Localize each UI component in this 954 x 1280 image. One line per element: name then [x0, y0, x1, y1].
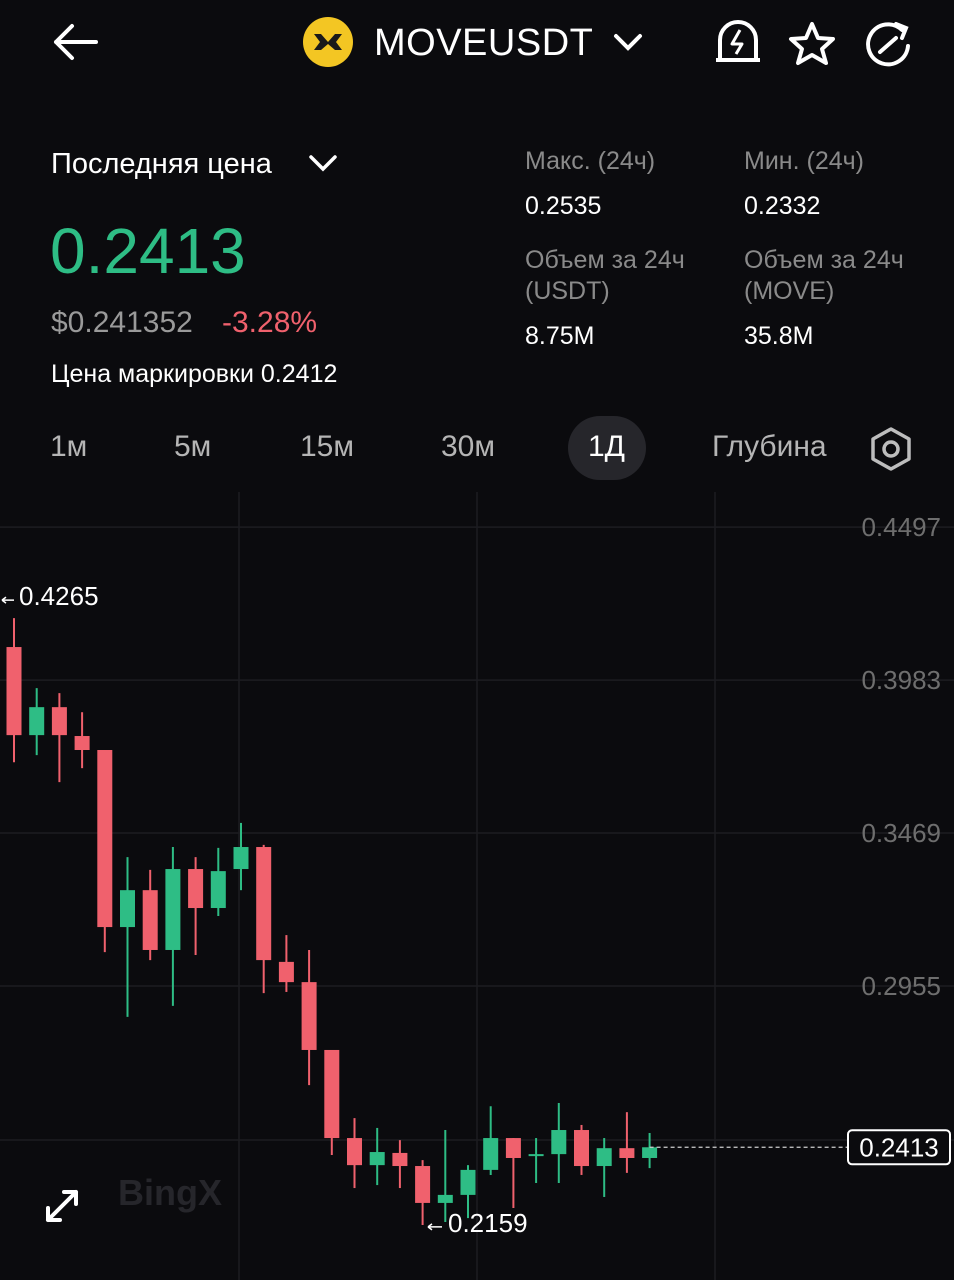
interval-tab[interactable]: 1Д	[588, 430, 626, 463]
candle-body	[233, 847, 249, 870]
max-arrow	[1, 596, 14, 604]
stat-label: Макс. (24ч)	[525, 147, 656, 175]
interval-tab[interactable]: Глубина	[712, 430, 827, 463]
watermark: BingX	[118, 1172, 222, 1213]
candle-body	[6, 647, 22, 736]
min-arrow	[427, 1223, 442, 1231]
candle-body	[29, 707, 45, 736]
stat-label: Объем за 24ч (MOVE)	[744, 246, 904, 305]
candle-body	[528, 1154, 544, 1157]
current-price-label: 0.2413	[859, 1132, 939, 1162]
candle-body	[437, 1194, 453, 1203]
mark-price-value: 0.2412	[260, 360, 338, 388]
last-price-label[interactable]: Последняя цена	[51, 148, 272, 180]
price-change: -3.28%	[222, 306, 318, 339]
candle-body	[74, 736, 90, 751]
stat-value: 0.2332	[744, 192, 821, 220]
max-price-label: 0.4265	[19, 581, 99, 611]
candle-body	[392, 1152, 408, 1167]
candle-body	[483, 1138, 499, 1170]
candle-body	[369, 1152, 385, 1166]
candle-body	[256, 847, 272, 961]
y-tick-label: 0.2955	[861, 971, 941, 1001]
candle-body	[347, 1138, 362, 1166]
fullscreen-button[interactable]	[46, 1190, 78, 1222]
candle-body	[551, 1130, 567, 1155]
candle-body	[165, 869, 181, 950]
chart-settings[interactable]	[868, 426, 914, 472]
coin-logo	[303, 17, 353, 67]
mark-price: Цена маркировки 0.2412	[51, 360, 337, 389]
back-button[interactable]	[54, 24, 98, 60]
candle-body	[574, 1130, 589, 1167]
y-tick-label: 0.3983	[861, 665, 941, 695]
candle-body	[619, 1148, 635, 1158]
min-price-label: 0.2159	[448, 1208, 528, 1238]
stat-value: 0.2535	[525, 192, 602, 220]
symbol-title[interactable]: MOVEUSDT	[374, 22, 594, 64]
stat-value: 8.75M	[525, 322, 595, 350]
y-tick-label: 0.3469	[861, 818, 941, 848]
candle-body	[97, 750, 113, 928]
alert-button[interactable]	[716, 20, 760, 62]
candle-body	[324, 1049, 340, 1139]
favorite-button[interactable]	[789, 22, 835, 65]
candle-body	[460, 1169, 476, 1195]
candle-body	[415, 1166, 431, 1203]
current-price-box	[847, 1129, 951, 1166]
usd-price: $0.241352	[51, 306, 193, 339]
candle-body	[210, 871, 226, 909]
interval-tab[interactable]: 5м	[174, 430, 212, 463]
share-button[interactable]	[866, 22, 910, 67]
last-price: 0.2413	[50, 215, 246, 287]
candle-body	[301, 982, 317, 1050]
candle-body	[596, 1148, 612, 1167]
candlestick-chart: BingX 0.4497 0.3983 0.3469 0.2955 0.2413 0.42…	[0, 492, 954, 1280]
stat-label: Объем за 24ч (USDT)	[525, 246, 685, 305]
active-tab-bg	[568, 416, 646, 480]
candle-body	[188, 869, 204, 909]
interval-tab[interactable]: 1м	[50, 430, 88, 463]
symbol-dropdown[interactable]	[614, 34, 642, 51]
mark-price-label: Цена маркировки	[51, 360, 254, 388]
price-type-dropdown[interactable]	[308, 152, 338, 174]
stat-value: 35.8M	[744, 322, 814, 350]
candle-body	[642, 1147, 658, 1158]
candle-body	[278, 961, 294, 983]
interval-tab[interactable]: 30м	[441, 430, 495, 463]
y-tick-label: 0.4497	[861, 512, 941, 542]
interval-tab[interactable]: 15м	[300, 430, 354, 463]
candle-body	[142, 890, 158, 950]
candle-body	[51, 707, 67, 736]
top-bar	[54, 17, 910, 67]
candle-body	[120, 890, 135, 928]
stat-label: Мин. (24ч)	[744, 147, 864, 175]
candle-body	[505, 1138, 521, 1158]
